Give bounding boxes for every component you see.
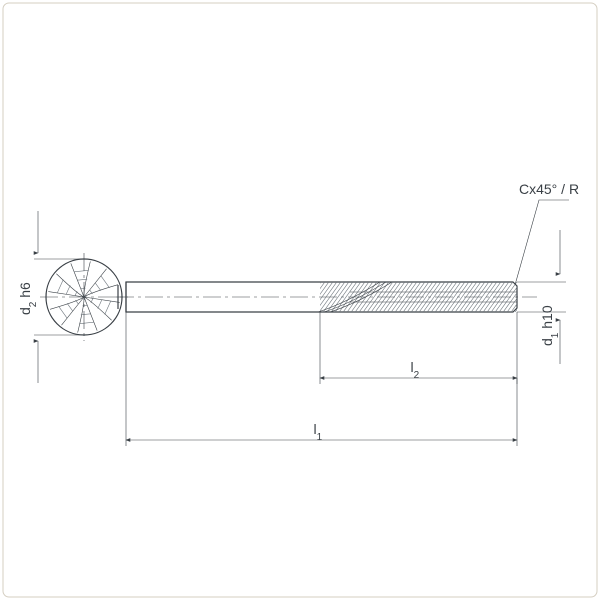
d2-label: d2 h6 [17,282,39,315]
technical-drawing: Cx45° / R d2 h6 d1 h10 l2 l1 [0,0,600,600]
chamfer-label: Cx45° / R [519,181,579,197]
l1-label: l1 [314,421,323,443]
l2-label: l2 [411,359,420,381]
dimensions [34,200,569,446]
side-view [116,272,592,322]
end-view [40,253,128,341]
d1-label: d1 h10 [539,305,561,346]
